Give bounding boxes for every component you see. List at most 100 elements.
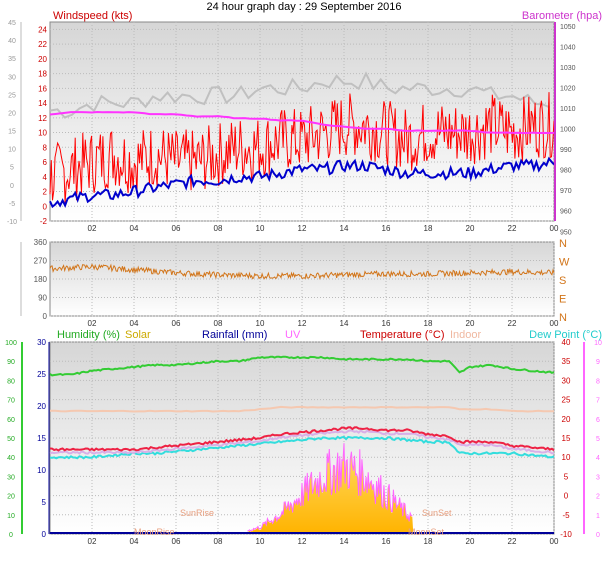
temperature-tick-label: 5 (564, 472, 569, 481)
x-tick-label: 14 (340, 319, 349, 328)
uv-tick-label: 3 (596, 474, 600, 481)
x-tick-label: 08 (214, 537, 223, 546)
humidity-tick-label: 80 (7, 378, 15, 385)
uv-tick-label: 5 (596, 436, 600, 443)
x-tick-label: 06 (172, 319, 181, 328)
x-tick-label: 00 (550, 224, 559, 233)
legend-uv: UV (285, 329, 301, 341)
secondary-tick-label: 45 (8, 20, 16, 27)
uv-tick-label: 1 (596, 513, 600, 520)
x-tick-label: 02 (88, 319, 97, 328)
barometer-series-line (49, 110, 555, 135)
temperature-panel-data (49, 355, 555, 534)
temperature-tick-label: 35 (562, 357, 571, 366)
wind-tick-label: 10 (38, 129, 47, 138)
wind-tick-label: -2 (40, 217, 48, 226)
direction-tick-label: 360 (34, 238, 48, 247)
humidity-tick-label: 90 (7, 359, 15, 366)
temperature-tick-label: -10 (560, 530, 572, 539)
apparent-temperature-line (49, 429, 554, 455)
x-tick-label: 10 (256, 537, 265, 546)
x-tick-label: 12 (298, 224, 307, 233)
wind-tick-label: 4 (43, 173, 48, 182)
humidity-tick-label: 20 (7, 494, 15, 501)
compass-label: E (559, 294, 566, 306)
barometer-tick-label: 970 (560, 188, 572, 195)
temperature-tick-label: 10 (562, 453, 571, 462)
secondary-tick-label: 10 (8, 147, 16, 154)
x-tick-label: 02 (88, 224, 97, 233)
wind-tick-label: 2 (43, 188, 48, 197)
wind-tick-label: 8 (43, 143, 48, 152)
x-tick-label: 10 (256, 319, 265, 328)
barometer-tick-label: 1040 (560, 45, 576, 52)
x-tick-label: 08 (214, 224, 223, 233)
temperature-tick-label: 15 (562, 434, 571, 443)
direction-tick-label: 0 (43, 312, 48, 321)
secondary-tick-label: 30 (8, 74, 16, 81)
x-tick-label: 22 (508, 224, 517, 233)
uv-tick-label: 4 (596, 455, 600, 462)
direction-tick-label: 270 (34, 257, 48, 266)
rainfall-tick-label: 5 (42, 498, 47, 507)
solar-area (247, 444, 414, 534)
direction-series-line (49, 263, 555, 280)
wind-tick-label: 6 (43, 158, 48, 167)
x-tick-label: 12 (298, 537, 307, 546)
x-tick-label: 20 (466, 319, 475, 328)
direction-tick-label: 180 (34, 275, 48, 284)
x-tick-label: 14 (340, 224, 349, 233)
x-tick-label: 08 (214, 319, 223, 328)
direction-panel-data (49, 263, 555, 280)
x-tick-label: 00 (550, 537, 559, 546)
gust-series-line (49, 71, 551, 119)
uv-tick-label: 7 (596, 398, 600, 405)
sunset-label: SunSet (422, 508, 452, 518)
x-tick-label: 04 (130, 319, 139, 328)
x-tick-label: 02 (88, 537, 97, 546)
rainfall-tick-label: 15 (37, 434, 46, 443)
rainfall-tick-label: 25 (37, 370, 46, 379)
x-tick-label: 00 (550, 319, 559, 328)
barometer-tick-label: 950 (560, 229, 572, 236)
humidity-tick-label: 70 (7, 398, 15, 405)
x-tick-label: 04 (130, 224, 139, 233)
temperature-tick-label: 40 (562, 338, 571, 347)
barometer-tick-label: 980 (560, 168, 572, 175)
uv-tick-label: 0 (596, 532, 600, 539)
x-tick-label: 04 (130, 537, 139, 546)
humidity-tick-label: 10 (7, 513, 15, 520)
secondary-tick-label: 35 (8, 56, 16, 63)
direction-tick-label: 90 (38, 294, 47, 303)
barometer-axis-label: Barometer (hpa) (522, 10, 602, 22)
x-tick-label: 14 (340, 537, 349, 546)
legend-dewpoint: Dew Point (°C) (529, 329, 602, 341)
humidity-tick-label: 40 (7, 455, 15, 462)
wind-tick-label: 14 (38, 99, 47, 108)
uv-tick-label: 8 (596, 378, 600, 385)
rainfall-tick-label: 0 (42, 530, 47, 539)
barometer-tick-label: 1000 (560, 127, 576, 134)
wind-tick-label: 16 (38, 84, 47, 93)
uv-tick-label: 6 (596, 417, 600, 424)
wind-tick-label: 18 (38, 70, 47, 79)
barometer-tick-label: 1030 (560, 65, 576, 72)
temperature-tick-label: -5 (562, 511, 570, 520)
temperature-tick-label: 25 (562, 396, 571, 405)
barometer-tick-label: 960 (560, 209, 572, 216)
x-tick-label: 22 (508, 319, 517, 328)
humidity-tick-label: 0 (9, 532, 13, 539)
x-tick-label: 18 (424, 319, 433, 328)
compass-label: S (559, 275, 566, 287)
average-wind-series-line (49, 156, 555, 209)
legend-indoor: Indoor (450, 329, 482, 341)
legend-temperature: Temperature (°C) (360, 329, 444, 341)
chart-title: 24 hour graph day : 29 September 2016 (206, 1, 401, 13)
uv-tick-label: 10 (594, 340, 602, 347)
uv-tick-label: 9 (596, 359, 600, 366)
temperature-tick-label: 0 (564, 492, 569, 501)
rainfall-tick-label: 20 (37, 402, 46, 411)
wind-tick-label: 22 (38, 40, 47, 49)
